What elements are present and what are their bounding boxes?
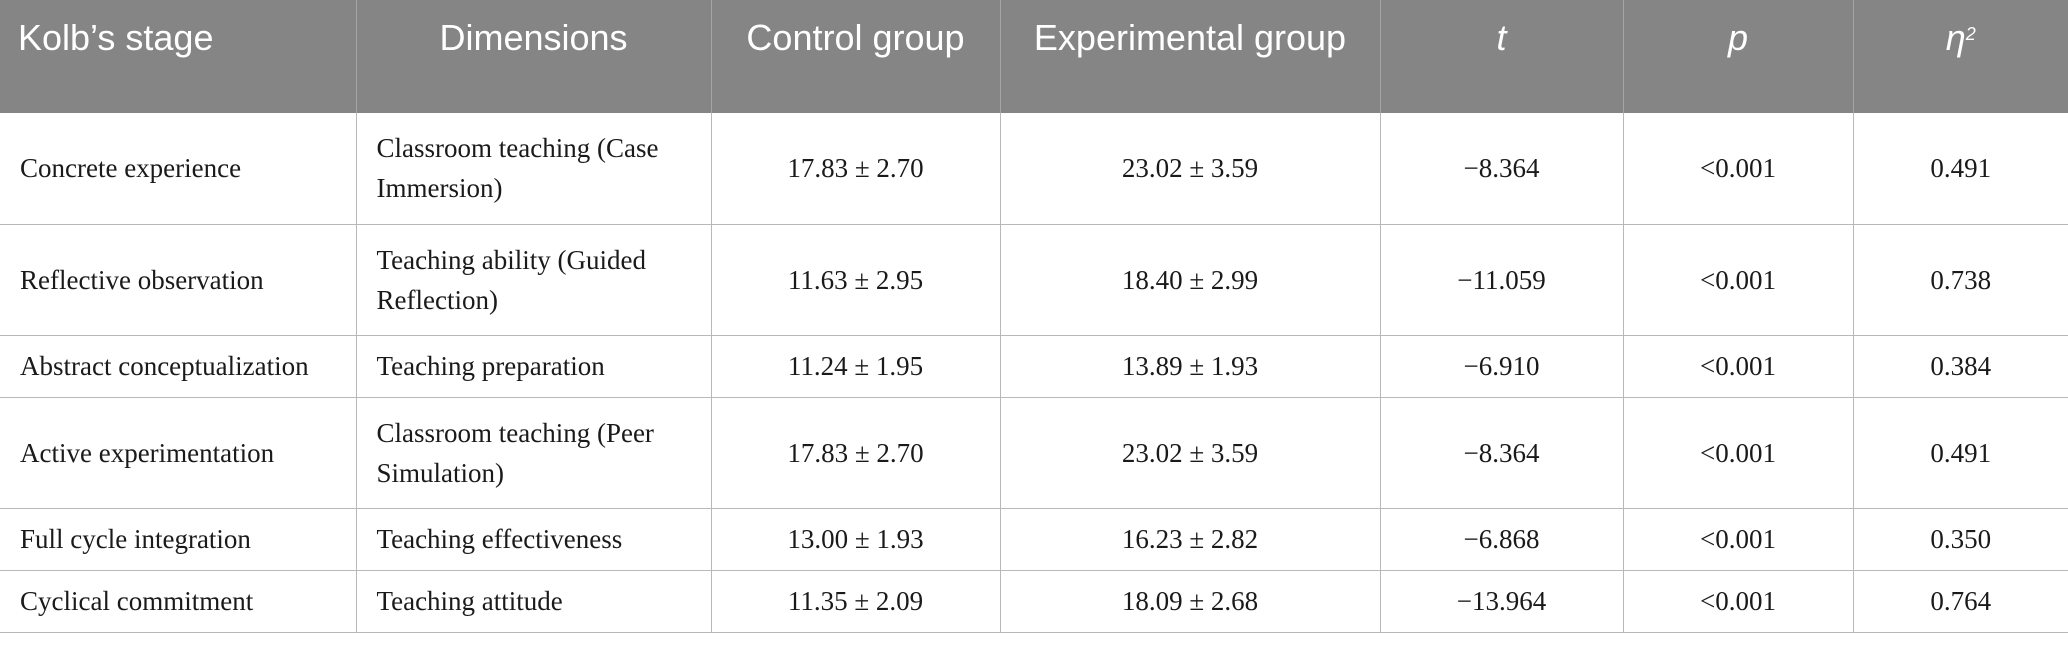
cell-eta2: 0.384: [1853, 335, 2068, 398]
cell-dimension: Teaching preparation: [356, 335, 712, 398]
cell-stage: Full cycle integration: [0, 508, 357, 571]
cell-experimental: 16.23 ± 2.82: [1000, 508, 1381, 571]
cell-stage: Concrete experience: [0, 113, 357, 225]
cell-t: −8.364: [1380, 113, 1624, 225]
cell-t: −6.910: [1380, 335, 1624, 398]
cell-eta2: 0.491: [1853, 397, 2068, 509]
cell-p: <0.001: [1623, 570, 1854, 633]
cell-eta2: 0.491: [1853, 113, 2068, 225]
cell-stage: Cyclical commitment: [0, 570, 357, 633]
header-row: Kolb’s stage Dimensions Control group Ex…: [0, 0, 2068, 113]
cell-t: −11.059: [1380, 224, 1624, 336]
cell-dimension: Teaching ability (Guided Reflection): [356, 224, 712, 336]
table-row: Abstract conceptualization Teaching prep…: [0, 335, 2068, 398]
cell-experimental: 23.02 ± 3.59: [1000, 113, 1381, 225]
cell-p: <0.001: [1623, 397, 1854, 509]
header-eta-symbol: η: [1945, 17, 1966, 58]
cell-control: 11.24 ± 1.95: [711, 335, 1001, 398]
header-eta-squared: η2: [1853, 0, 2068, 113]
header-control-group: Control group: [711, 0, 1001, 113]
header-kolbs-stage: Kolb’s stage: [0, 0, 357, 113]
table-row: Full cycle integration Teaching effectiv…: [0, 508, 2068, 571]
cell-p: <0.001: [1623, 508, 1854, 571]
header-dimensions: Dimensions: [356, 0, 712, 113]
cell-control: 17.83 ± 2.70: [711, 113, 1001, 225]
header-p: p: [1623, 0, 1854, 113]
cell-experimental: 18.09 ± 2.68: [1000, 570, 1381, 633]
cell-t: −13.964: [1380, 570, 1624, 633]
cell-control: 13.00 ± 1.93: [711, 508, 1001, 571]
cell-control: 11.63 ± 2.95: [711, 224, 1001, 336]
cell-experimental: 23.02 ± 3.59: [1000, 397, 1381, 509]
cell-stage: Reflective observation: [0, 224, 357, 336]
table-row: Active experimentation Classroom teachin…: [0, 397, 2068, 509]
cell-experimental: 18.40 ± 2.99: [1000, 224, 1381, 336]
cell-experimental: 13.89 ± 1.93: [1000, 335, 1381, 398]
cell-p: <0.001: [1623, 335, 1854, 398]
table-row: Reflective observation Teaching ability …: [0, 224, 2068, 336]
cell-dimension: Classroom teaching (Peer Simulation): [356, 397, 712, 509]
cell-dimension: Teaching effectiveness: [356, 508, 712, 571]
cell-dimension: Teaching attitude: [356, 570, 712, 633]
table-header: Kolb’s stage Dimensions Control group Ex…: [0, 0, 2068, 113]
cell-stage: Active experimentation: [0, 397, 357, 509]
cell-stage: Abstract conceptualization: [0, 335, 357, 398]
cell-control: 17.83 ± 2.70: [711, 397, 1001, 509]
table-row: Cyclical commitment Teaching attitude 11…: [0, 570, 2068, 633]
results-table: Kolb’s stage Dimensions Control group Ex…: [0, 0, 2068, 633]
cell-eta2: 0.350: [1853, 508, 2068, 571]
cell-eta2: 0.738: [1853, 224, 2068, 336]
cell-eta2: 0.764: [1853, 570, 2068, 633]
cell-t: −6.868: [1380, 508, 1624, 571]
cell-t: −8.364: [1380, 397, 1624, 509]
header-t: t: [1380, 0, 1624, 113]
cell-p: <0.001: [1623, 113, 1854, 225]
cell-p: <0.001: [1623, 224, 1854, 336]
table-row: Concrete experience Classroom teaching (…: [0, 113, 2068, 225]
cell-dimension: Classroom teaching (Case Immersion): [356, 113, 712, 225]
cell-control: 11.35 ± 2.09: [711, 570, 1001, 633]
table-body: Concrete experience Classroom teaching (…: [0, 113, 2068, 633]
header-experimental-group: Experimental group: [1000, 0, 1381, 113]
header-eta-superscript: 2: [1965, 24, 1976, 44]
